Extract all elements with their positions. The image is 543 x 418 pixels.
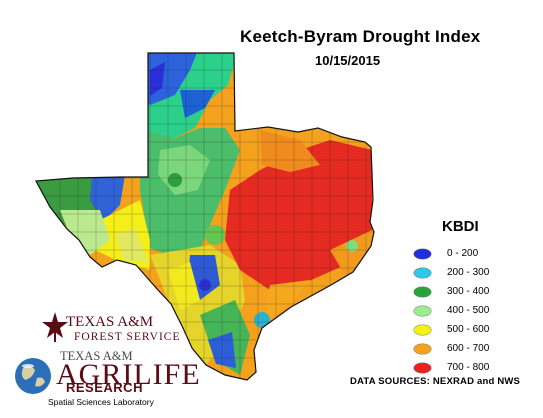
legend-label: 400 - 500 [447,305,490,316]
legend-swatch [414,286,431,297]
texas-outline [35,52,375,381]
agrilife-logo-line2: AGRILIFE [56,358,201,391]
map-title: Keetch-Byram Drought Index [240,27,481,46]
legend-swatch [414,305,431,316]
legend-swatch [414,248,431,259]
county-grid [40,53,374,380]
data-sources-note: DATA SOURCES: NEXRAD and NWS [350,376,521,387]
legend-label: 600 - 700 [447,343,490,354]
legend-swatch [414,362,431,373]
legend-swatch [414,267,431,278]
globe-icon [15,358,51,394]
legend-title: KBDI [442,218,479,235]
legend-label: 0 - 200 [447,248,479,259]
legend-swatch [414,343,431,354]
legend-item: 600 - 700 [414,339,539,358]
legend-item: 700 - 800 [414,358,539,377]
legend-label: 500 - 600 [447,324,490,335]
legend: KBDI 0 - 200 200 - 300 300 - 400 400 - 500 5… [414,218,539,377]
map-date: 10/15/2015 [315,53,381,68]
agrilife-logo-line1: TEXAS A&M [60,349,133,363]
legend-label: 300 - 400 [447,286,490,297]
agrilife-logo-line3: RESEARCH [66,380,143,395]
legend-item: 200 - 300 [414,263,539,282]
forest-logo-line1: TEXAS A&M [66,314,154,330]
legend-item: 0 - 200 [414,244,539,263]
legend-item: 300 - 400 [414,282,539,301]
legend-label: 200 - 300 [447,267,490,278]
legend-label: 700 - 800 [447,362,490,373]
legend-swatch [414,324,431,335]
agrilife-logo-line4: Spatial Sciences Laboratory [48,397,154,407]
tree-star-logo-icon [42,312,68,342]
legend-item: 500 - 600 [414,320,539,339]
legend-item: 400 - 500 [414,301,539,320]
legend-items: 0 - 200 200 - 300 300 - 400 400 - 500 500 - … [414,244,539,377]
forest-logo-line2: FOREST SERVICE [74,331,181,343]
